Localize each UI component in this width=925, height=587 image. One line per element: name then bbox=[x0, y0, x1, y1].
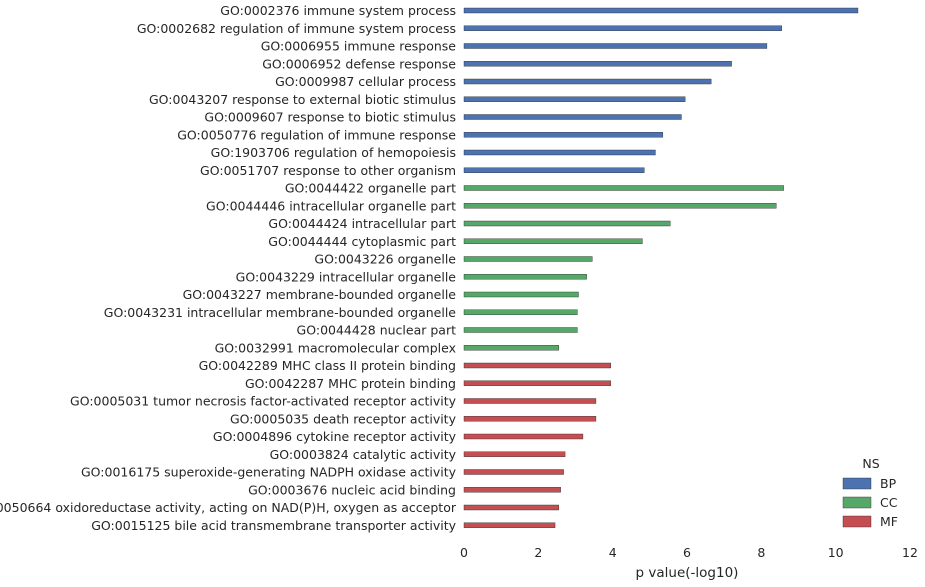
category-label: GO:0002682 regulation of immune system p… bbox=[137, 21, 456, 36]
bar-cc bbox=[463, 220, 671, 227]
bar-cc bbox=[463, 327, 578, 333]
category-label: GO:0005031 tumor necrosis factor-activat… bbox=[70, 394, 457, 409]
category-label: GO:0003676 nucleic acid binding bbox=[248, 482, 456, 497]
bar-mf bbox=[463, 469, 564, 475]
bar-cc bbox=[463, 274, 587, 280]
bar-mf bbox=[463, 433, 584, 440]
category-label: GO:0006952 defense response bbox=[262, 56, 456, 71]
category-label: GO:0044428 nuclear part bbox=[297, 323, 457, 338]
category-label: GO:0043226 organelle bbox=[314, 252, 456, 267]
legend-entries: BP CC MF bbox=[842, 476, 898, 529]
bar-mf bbox=[463, 451, 566, 457]
category-label: GO:0043231 intracellular membrane-bounde… bbox=[104, 305, 457, 320]
legend-title: NS bbox=[862, 456, 879, 471]
bar-mf bbox=[463, 504, 559, 511]
category-label: GO:0009987 cellular process bbox=[275, 74, 456, 89]
legend-label-cc: CC bbox=[880, 495, 898, 510]
legend-swatch-cc bbox=[842, 496, 872, 509]
x-tick-label: 10 bbox=[828, 545, 844, 560]
legend-swatch-mf bbox=[842, 515, 872, 528]
category-label: GO:0009607 response to biotic stimulus bbox=[204, 110, 456, 125]
bar-bp bbox=[463, 25, 782, 31]
bar-bp bbox=[463, 149, 656, 156]
category-label: GO:0032991 macromolecular complex bbox=[215, 340, 456, 355]
bar-cc bbox=[463, 256, 593, 262]
bar-bp bbox=[463, 7, 859, 14]
category-label: GO:0044444 cytoplasmic part bbox=[268, 234, 456, 249]
bar-cc bbox=[463, 238, 643, 244]
bar-bp bbox=[463, 96, 686, 102]
bar-bp bbox=[463, 61, 732, 67]
bar-mf bbox=[463, 398, 597, 404]
category-label: GO:0042287 MHC protein binding bbox=[245, 376, 456, 391]
category-label: GO:0005035 death receptor activity bbox=[230, 411, 457, 426]
legend-swatch-bp bbox=[842, 477, 872, 490]
category-label: GO:0050664 oxidoreductase activity, acti… bbox=[0, 500, 457, 515]
category-label: GO:0003824 catalytic activity bbox=[270, 447, 457, 462]
legend-label-bp: BP bbox=[880, 476, 897, 491]
bar-cc bbox=[463, 203, 777, 209]
category-label: GO:0043229 intracellular organelle bbox=[236, 269, 457, 284]
bar-cc bbox=[463, 185, 784, 191]
category-label: GO:0015125 bile acid transmembrane trans… bbox=[91, 518, 456, 533]
category-label: GO:0006955 immune response bbox=[261, 39, 457, 54]
category-label: GO:0044422 organelle part bbox=[285, 181, 456, 196]
x-tick-label: 12 bbox=[902, 545, 918, 560]
x-axis-title: p value(-log10) bbox=[636, 565, 739, 581]
bar-mf bbox=[463, 522, 556, 528]
bars bbox=[463, 7, 859, 528]
x-tick-label: 2 bbox=[534, 545, 542, 560]
category-label: GO:0044424 intracellular part bbox=[268, 216, 456, 231]
bar-mf bbox=[463, 380, 612, 386]
category-label: GO:0050776 regulation of immune response bbox=[177, 127, 456, 142]
bar-mf bbox=[463, 362, 612, 369]
bar-cc bbox=[463, 291, 579, 298]
category-labels: GO:0002376 immune system process GO:00026… bbox=[0, 3, 457, 533]
x-axis-ticks: 0 2 4 6 8 10 12 bbox=[460, 545, 918, 560]
category-label: GO:0051707 response to other organism bbox=[200, 163, 456, 178]
category-label: GO:0004896 cytokine receptor activity bbox=[213, 429, 457, 444]
bar-bp bbox=[463, 78, 712, 85]
category-label: GO:0042289 MHC class II protein binding bbox=[199, 358, 456, 373]
x-tick-label: 0 bbox=[460, 545, 468, 560]
bar-cc bbox=[463, 309, 578, 315]
category-label: GO:0044446 intracellular organelle part bbox=[206, 198, 456, 213]
x-tick-label: 6 bbox=[683, 545, 691, 560]
bar-mf bbox=[463, 487, 561, 493]
category-label: GO:0043227 membrane-bounded organelle bbox=[183, 287, 457, 302]
category-label: GO:0002376 immune system process bbox=[220, 3, 456, 18]
legend: NS BP CC MF bbox=[842, 456, 898, 529]
category-label: GO:0043207 response to external biotic s… bbox=[149, 92, 456, 107]
bar-cc bbox=[463, 345, 559, 351]
category-label: GO:1903706 regulation of hemopoiesis bbox=[211, 145, 456, 160]
bar-bp bbox=[463, 132, 664, 138]
x-tick-label: 8 bbox=[757, 545, 765, 560]
bar-bp bbox=[463, 43, 768, 49]
category-label: GO:0016175 superoxide-generating NADPH o… bbox=[81, 465, 457, 480]
bar-bp bbox=[463, 114, 682, 120]
bar-bp bbox=[463, 167, 645, 173]
legend-label-mf: MF bbox=[880, 514, 898, 529]
x-tick-label: 4 bbox=[609, 545, 617, 560]
bar-mf bbox=[463, 416, 597, 422]
